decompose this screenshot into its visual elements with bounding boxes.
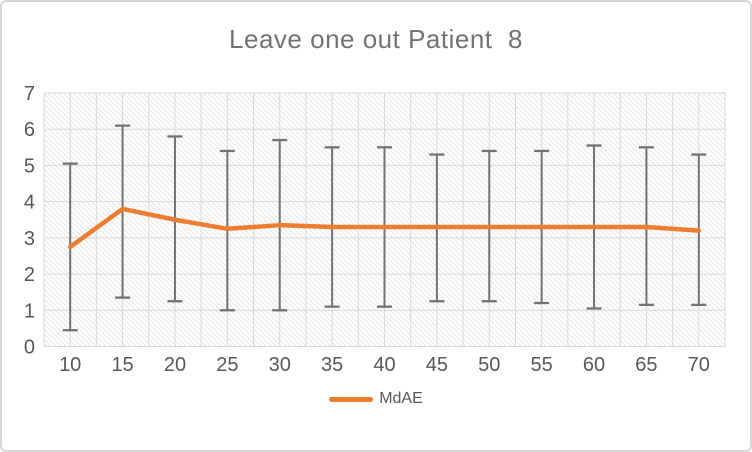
x-tick-label: 70 (688, 354, 710, 376)
y-tick-label: 1 (24, 300, 35, 322)
y-tick-label: 4 (24, 192, 35, 214)
y-tick-label: 2 (24, 264, 35, 286)
chart-title: Leave one out Patient 8 (229, 24, 523, 54)
x-tick-label: 15 (111, 354, 133, 376)
x-tick-label: 40 (373, 354, 395, 376)
legend-line-swatch (329, 396, 374, 402)
y-tick-label: 3 (24, 228, 35, 250)
x-axis-labels: 10 15 20 25 30 35 40 45 50 55 60 65 70 (59, 354, 710, 376)
x-tick-label: 30 (269, 354, 291, 376)
y-tick-label: 0 (24, 337, 35, 359)
y-tick-label: 5 (24, 155, 35, 177)
legend: MdAE (2, 390, 750, 408)
y-tick-label: 7 (24, 83, 35, 105)
legend-label: MdAE (379, 390, 423, 407)
x-tick-label: 25 (216, 354, 238, 376)
y-tick-label: 6 (24, 119, 35, 141)
x-tick-label: 50 (478, 354, 500, 376)
y-axis-labels: 0 1 2 3 4 5 6 7 (24, 83, 35, 359)
x-tick-label: 65 (635, 354, 657, 376)
x-tick-label: 60 (583, 354, 605, 376)
x-tick-label: 45 (426, 354, 448, 376)
x-tick-label: 20 (164, 354, 186, 376)
mdae-line (67, 206, 702, 250)
x-tick-label: 10 (59, 354, 81, 376)
x-tick-label: 35 (321, 354, 343, 376)
x-tick-label: 55 (531, 354, 553, 376)
